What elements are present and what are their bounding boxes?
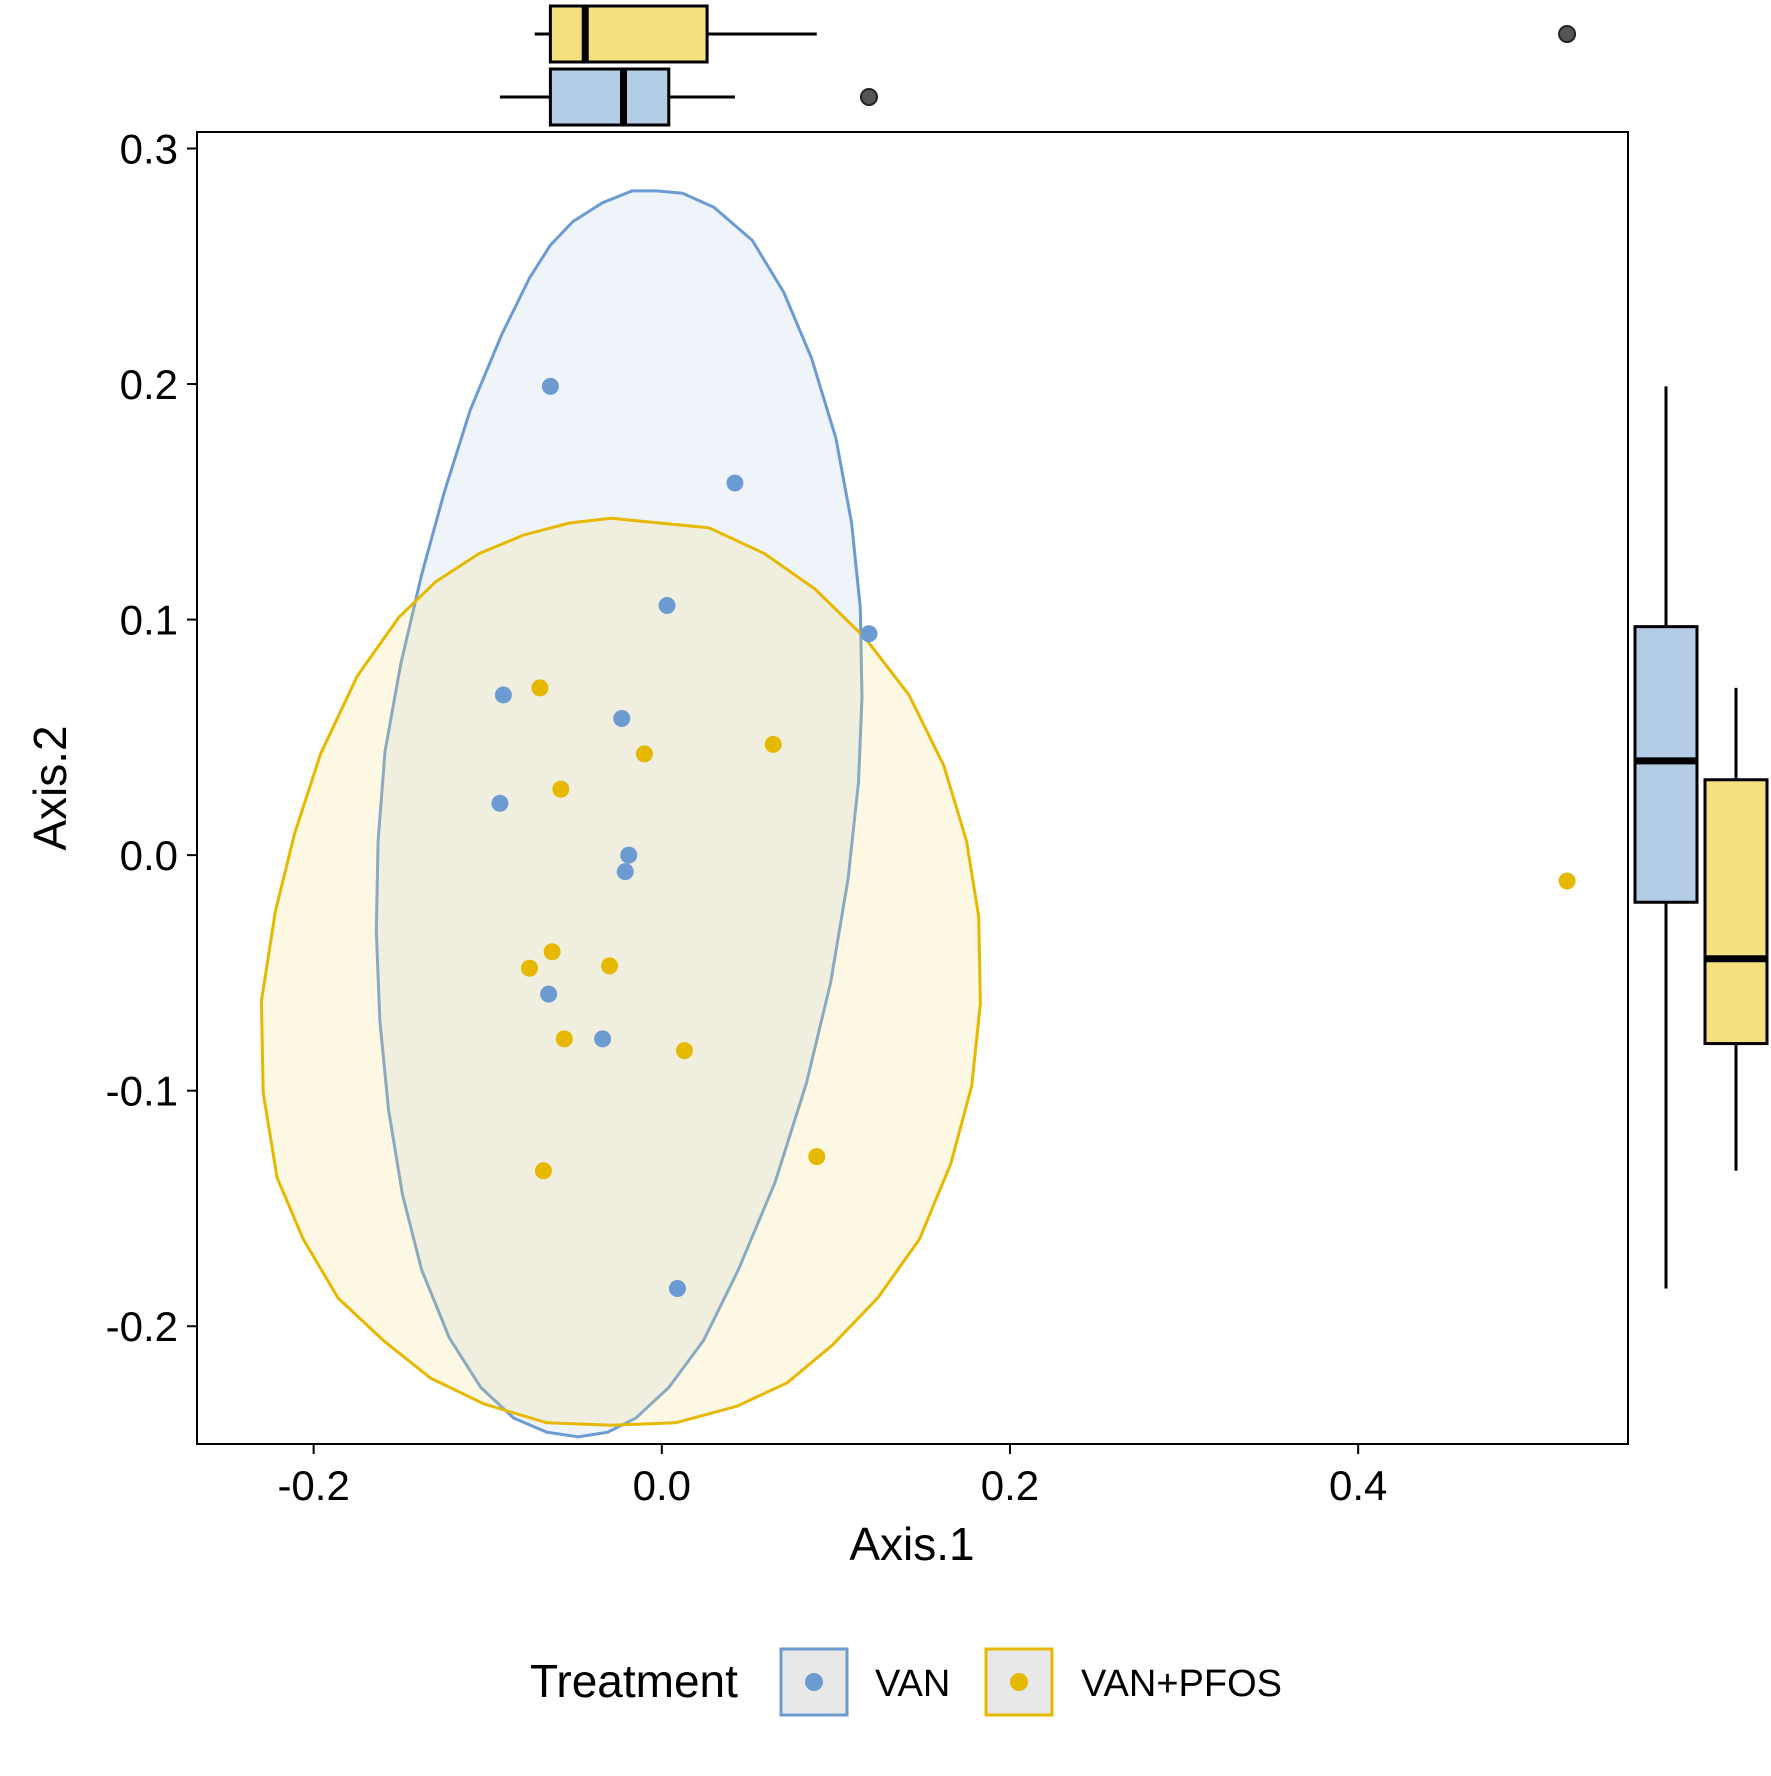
y-axis: -0.2 -0.1 0.0 0.1 0.2 0.3: [106, 125, 197, 1350]
point-van-pfos-9: [675, 1042, 693, 1060]
right-box-van: [1633, 625, 1699, 904]
ellipse-van-pfos: [259, 516, 982, 1427]
point-van-11: [594, 1030, 612, 1048]
top-box-outlier-van-1: [859, 88, 878, 106]
point-van-10: [540, 985, 558, 1003]
legend: Treatment VAN VAN+PFOS: [530, 1647, 1282, 1717]
point-van-5: [494, 686, 512, 704]
point-van-12: [668, 1280, 686, 1298]
x-tick-label-2: 0.0: [633, 1462, 691, 1509]
right-marginal-boxplots: [1633, 386, 1769, 1289]
point-van-1: [541, 377, 559, 395]
x-axis-title: Axis.1: [849, 1518, 974, 1570]
ellipse-van: [374, 189, 864, 1439]
point-van-pfos-11: [808, 1148, 826, 1166]
point-van-pfos-12: [1558, 872, 1576, 890]
point-van-8: [620, 846, 638, 864]
legend-title: Treatment: [530, 1655, 738, 1707]
point-van-pfos-1: [531, 679, 549, 697]
legend-label-van: VAN: [875, 1663, 950, 1705]
point-van-pfos-8: [555, 1030, 573, 1048]
scatter-points: [491, 377, 1576, 1298]
y-tick-label-2: -0.1: [106, 1068, 178, 1115]
point-van-pfos-6: [521, 959, 539, 977]
point-van-pfos-3: [764, 735, 782, 753]
top-box-outlier-van-pfos-1: [1558, 25, 1577, 43]
point-van-2: [726, 474, 744, 492]
y-axis-title: Axis.2: [24, 725, 76, 850]
x-axis: -0.2 0.0 0.2 0.4: [277, 1444, 1387, 1509]
x-tick-label-3: 0.2: [981, 1462, 1039, 1509]
point-van-pfos-5: [543, 943, 561, 961]
point-van-9: [616, 863, 634, 881]
top-marginal-boxplots: [499, 4, 1577, 127]
point-van-3: [658, 596, 676, 614]
x-tick-label-1: -0.2: [277, 1462, 349, 1509]
y-tick-label-4: 0.1: [120, 597, 178, 644]
point-van-6: [613, 710, 631, 728]
point-van-4: [860, 625, 878, 643]
y-tick-label-1: -0.2: [106, 1303, 178, 1350]
top-box-van: [548, 67, 671, 127]
legend-swatch-van-pfos: [1010, 1673, 1028, 1691]
legend-key-van: [779, 1647, 849, 1717]
point-van-pfos-10: [534, 1162, 552, 1180]
y-tick-label-5: 0.2: [120, 361, 178, 408]
point-van-7: [491, 794, 509, 812]
plot-panel-border: [196, 131, 1629, 1445]
x-tick-label-4: 0.4: [1329, 1462, 1387, 1509]
top-box-van-pfos: [548, 4, 709, 64]
legend-swatch-van: [805, 1673, 823, 1691]
point-van-pfos-7: [601, 957, 619, 975]
point-van-pfos-2: [635, 745, 653, 763]
confidence-ellipses: [259, 189, 982, 1439]
y-tick-label-6: 0.3: [120, 125, 178, 172]
y-tick-label-3: 0.0: [120, 832, 178, 879]
right-box-van-pfos: [1703, 778, 1769, 1046]
legend-item-van: VAN: [779, 1647, 950, 1717]
legend-item-van-pfos: VAN+PFOS: [984, 1647, 1282, 1717]
point-van-pfos-4: [552, 780, 570, 798]
legend-label-van-pfos: VAN+PFOS: [1081, 1663, 1282, 1705]
